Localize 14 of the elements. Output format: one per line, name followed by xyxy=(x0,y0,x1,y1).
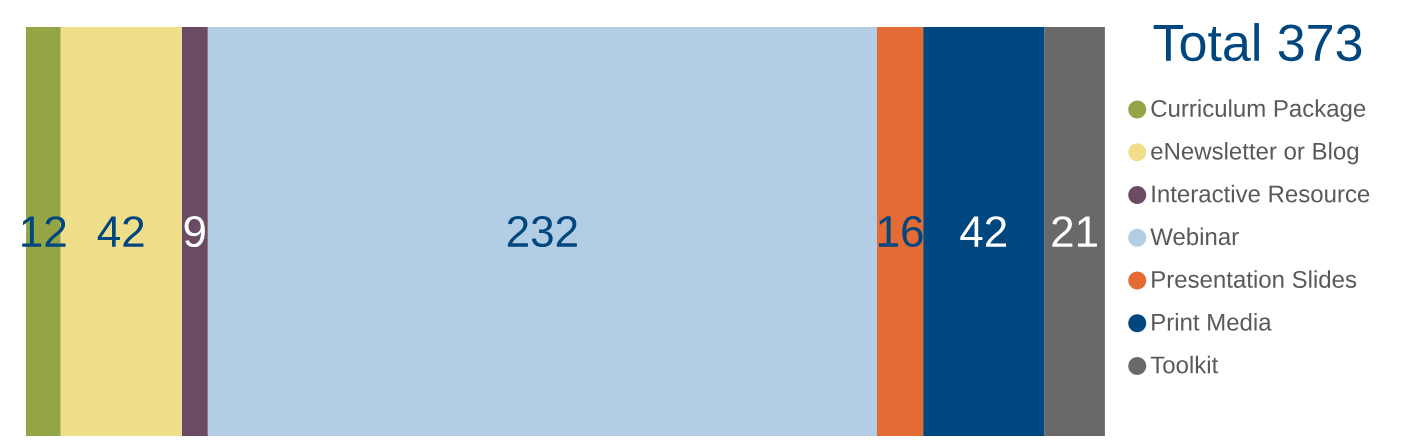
legend-label: Toolkit xyxy=(1150,355,1219,374)
data-label: 42 xyxy=(97,216,144,247)
data-label: 9 xyxy=(184,215,205,248)
data-label: 21 xyxy=(1052,216,1097,247)
legend-label: eNewsletter or Blog xyxy=(1151,142,1359,165)
legend-label: Curriculum Package xyxy=(1151,99,1366,122)
data-label: 16 xyxy=(878,215,923,248)
legend-label: Presentation Slides xyxy=(1152,270,1357,288)
legend-label: Interactive Resource xyxy=(1152,184,1370,203)
text: Total 373 xyxy=(1153,23,1362,62)
legend-label: Print Media xyxy=(1152,313,1272,331)
legend-label: Webinar xyxy=(1150,227,1239,246)
data-label: 232 xyxy=(507,215,577,248)
data-label: 42 xyxy=(960,216,1006,247)
